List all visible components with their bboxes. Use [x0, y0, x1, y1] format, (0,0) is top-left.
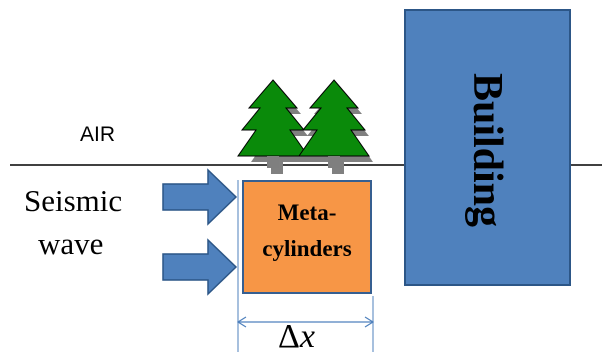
- x-symbol: x: [299, 318, 315, 355]
- seismic-label: Seismic: [24, 183, 123, 218]
- metacylinders-label-line2: cylinders: [262, 236, 352, 261]
- metacylinders-block: [242, 180, 372, 294]
- tree-trunk: [267, 156, 279, 168]
- wave-label: wave: [38, 226, 104, 261]
- tree-trunk: [328, 156, 340, 168]
- seismic-arrow-bottom: [162, 238, 238, 296]
- tree-left: [237, 79, 312, 174]
- metacylinders-label-line1: Meta-: [277, 200, 337, 225]
- delta-symbol: Δ: [278, 318, 300, 355]
- building-block: [404, 9, 571, 286]
- air-label: AIR: [80, 123, 116, 146]
- seismic-arrow-top: [162, 168, 238, 226]
- delta-x-label: Δx: [278, 318, 315, 356]
- building-label: Building: [464, 72, 510, 228]
- tree-right: [298, 79, 373, 174]
